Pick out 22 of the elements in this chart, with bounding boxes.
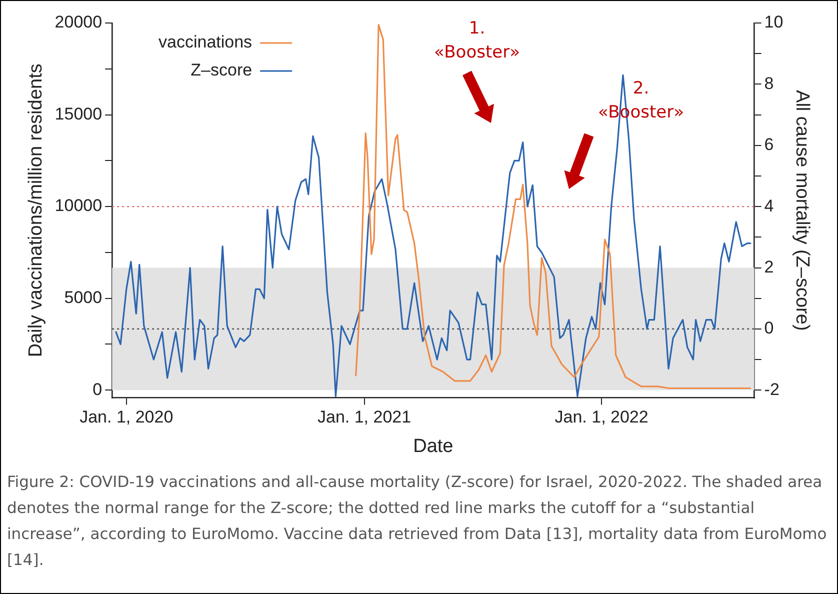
y-tick-label: 0: [92, 380, 102, 399]
x-tick-label: Jan. 1, 2022: [554, 408, 648, 427]
y2-axis-title: All cause mortality (Z–score): [791, 90, 812, 331]
y2-tick-label: 2: [764, 257, 774, 276]
y2-tick-label: 10: [764, 12, 784, 32]
x-tick-label: Jan. 1, 2020: [80, 408, 174, 427]
y2-tick-label: 4: [764, 196, 774, 216]
y2-tick-label: -2: [764, 380, 780, 399]
y2-tick-label: 6: [764, 135, 774, 154]
y-tick-label: 15000: [54, 104, 102, 124]
annotation: 1. «Booster»: [434, 18, 520, 62]
y-tick-label: 5000: [64, 288, 102, 308]
caption: Figure 2: COVID-19 vaccinations and all-cause mortality (Z-score) for Israel, 2020-2022. The shaded area denotes the normal range for the Z-score; the dotted red line marks the cutoff for a “substantial increase”, according to EuroMomo. Vaccine data retrieved from Data [13], mortality data from EuroMomo [14].: [7, 472, 828, 571]
y-axis-title: Daily vaccinations/million residents: [26, 64, 47, 358]
x-axis-title: Date: [413, 436, 454, 457]
legend-label: vaccinations: [158, 32, 252, 52]
y-tick-label: 20000: [54, 12, 102, 32]
y-tick-label: 10000: [54, 196, 102, 216]
legend-label: Z–score: [190, 60, 252, 80]
x-tick-label: Jan. 1, 2021: [317, 408, 412, 427]
y2-tick-label: 8: [764, 74, 774, 93]
y2-tick-label: 0: [764, 318, 774, 338]
